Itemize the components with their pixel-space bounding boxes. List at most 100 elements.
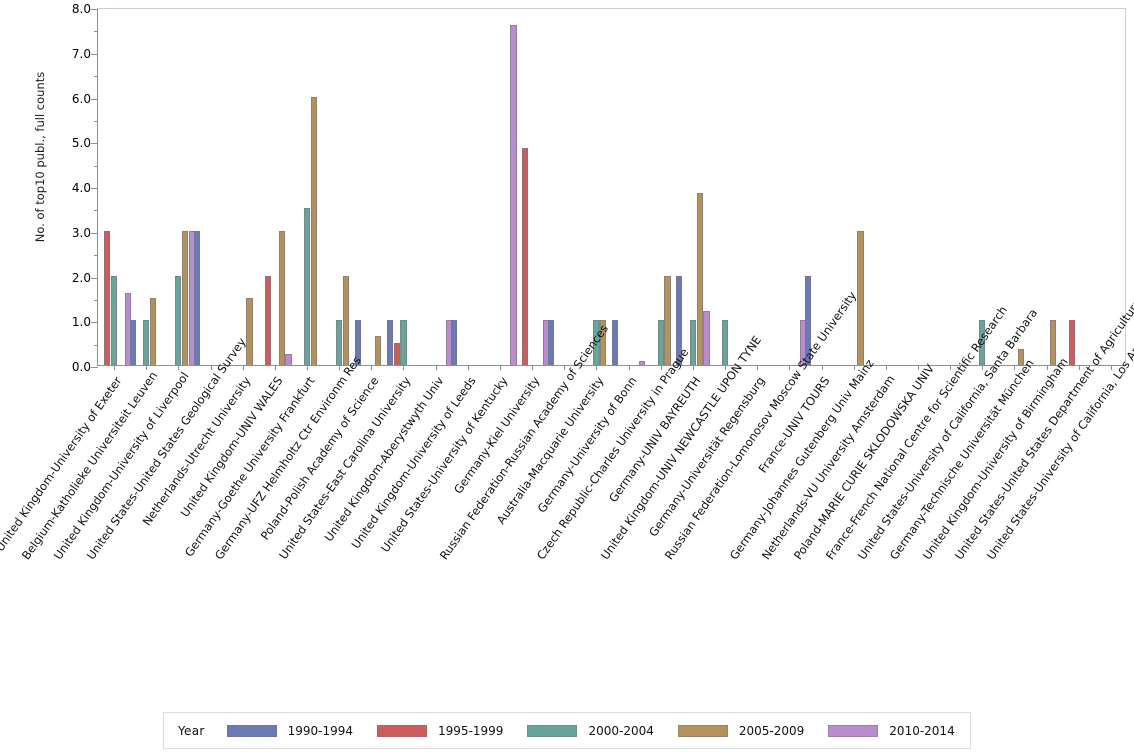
y-axis-tick <box>91 98 98 100</box>
bar <box>451 320 458 365</box>
bar <box>689 320 696 365</box>
x-axis-tick <box>467 365 469 370</box>
x-axis-tick <box>339 365 341 370</box>
bar <box>600 320 607 365</box>
legend-swatch <box>677 724 728 737</box>
bar <box>182 230 189 365</box>
legend-item[interactable]: 2000-2004 <box>527 723 654 738</box>
bar <box>664 275 671 365</box>
x-axis-tick <box>242 365 244 370</box>
bar <box>310 96 317 365</box>
x-axis-tick <box>532 365 534 370</box>
y-axis-tick <box>91 367 98 368</box>
y-axis-minor-tick <box>94 255 98 257</box>
bar <box>264 275 272 365</box>
bar <box>129 320 136 365</box>
bar <box>676 275 683 365</box>
x-axis-tick <box>435 365 437 370</box>
legend-item-label: 2005-2009 <box>738 723 805 738</box>
bar <box>857 230 864 365</box>
bar-series-container <box>98 9 1125 370</box>
y-axis-tick <box>91 232 98 234</box>
legend-item-label: 1995-1999 <box>438 723 504 738</box>
x-axis-tick <box>210 365 212 370</box>
legend-item[interactable]: 1990-1994 <box>226 723 354 738</box>
x-axis-tick <box>178 365 180 370</box>
bar <box>639 361 646 365</box>
bar <box>804 275 811 365</box>
bar <box>149 297 157 365</box>
bar <box>110 275 118 365</box>
bar <box>696 192 703 365</box>
x-axis-tick <box>757 365 759 370</box>
bar <box>375 335 382 365</box>
y-axis: 0.0 1.0 2.0 3.0 4.0 5.0 6.0 7.0 8.0 <box>72 2 1125 374</box>
x-axis-tick <box>982 365 984 370</box>
bar <box>703 311 710 365</box>
legend-swatch <box>527 724 578 737</box>
bar <box>104 230 111 365</box>
x-axis-tick <box>853 365 855 370</box>
y-axis-minor-tick <box>94 31 98 33</box>
x-axis-tick <box>564 365 566 370</box>
bar <box>303 208 311 365</box>
y-axis-minor-tick <box>94 344 98 346</box>
x-axis-tick <box>1046 365 1048 370</box>
bar <box>175 275 182 365</box>
y-axis-minor-tick <box>94 165 98 167</box>
chart-legend: Year 1990-1994 1995-1999 2000-2004 2005-200… <box>163 712 971 749</box>
bar <box>336 320 343 365</box>
legend-item[interactable]: 1995-1999 <box>377 724 503 738</box>
bar <box>522 147 529 365</box>
x-axis-tick <box>146 365 148 370</box>
x-axis-tick <box>660 365 662 370</box>
legend-item[interactable]: 2010-2014 <box>828 723 955 738</box>
y-axis-tick-label: 2.0 <box>71 270 91 285</box>
legend-item-label: 2010-2014 <box>889 723 955 738</box>
bar <box>657 320 664 365</box>
y-axis-tick <box>91 143 98 145</box>
bar <box>393 342 400 365</box>
y-axis-tick-label: 6.0 <box>71 91 91 106</box>
x-axis-tick <box>371 365 373 370</box>
y-axis-tick-label: 3.0 <box>71 225 91 240</box>
x-axis-tick <box>274 365 276 370</box>
bar <box>354 320 361 365</box>
y-axis-tick <box>91 53 98 55</box>
bar <box>1068 320 1076 365</box>
plot-area: 0.0 1.0 2.0 3.0 4.0 5.0 6.0 7.0 8.0 <box>72 2 1126 374</box>
bar <box>979 320 986 365</box>
y-axis-minor-tick <box>94 120 98 122</box>
x-axis-tick <box>950 365 952 370</box>
legend-item-label: 2000-2004 <box>588 723 654 738</box>
bar <box>193 230 201 365</box>
bar <box>342 275 350 365</box>
x-axis-tick <box>1110 365 1112 370</box>
x-axis-tick <box>596 365 598 370</box>
legend-item[interactable]: 2005-2009 <box>677 723 805 738</box>
x-axis-tick <box>1014 365 1016 370</box>
x-axis-tick <box>917 365 919 370</box>
y-axis-tick-label: 0.0 <box>71 360 91 374</box>
x-axis-tick <box>885 365 887 370</box>
bar <box>1050 320 1057 365</box>
y-axis-tick-label: 7.0 <box>71 46 91 61</box>
bar <box>611 320 619 365</box>
x-axis-tick <box>499 365 501 370</box>
bar <box>278 230 285 365</box>
legend-item-label: 1990-1994 <box>287 723 354 738</box>
y-axis-tick <box>91 188 98 189</box>
legend-title: Year <box>178 723 205 738</box>
bar <box>1018 349 1025 365</box>
x-axis-tick <box>628 365 630 370</box>
bar <box>510 24 517 365</box>
y-axis-tick-label: 5.0 <box>71 136 91 151</box>
y-axis-minor-tick <box>94 299 98 301</box>
x-axis-tick <box>725 365 727 370</box>
y-axis-minor-tick <box>94 76 98 78</box>
y-axis-tick <box>91 9 98 10</box>
bar <box>246 297 253 365</box>
bar <box>400 320 407 365</box>
